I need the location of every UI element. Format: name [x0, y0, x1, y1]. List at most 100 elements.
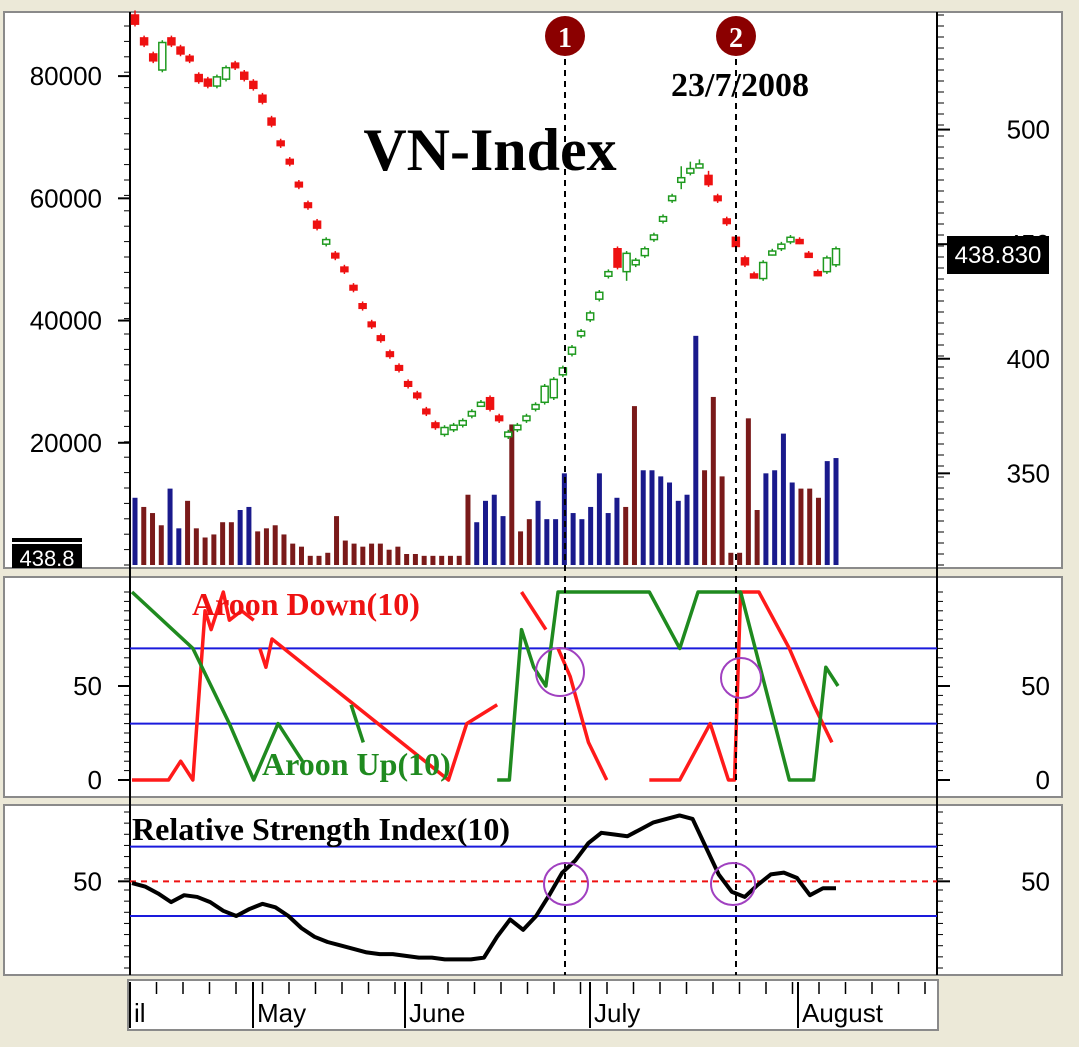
- candle-body: [695, 163, 704, 169]
- volume-bar: [307, 555, 313, 565]
- rsi-line: [131, 813, 836, 962]
- candle-body: [658, 215, 668, 223]
- volume-bar: [570, 513, 576, 565]
- volume-bar: [386, 549, 392, 565]
- rsi-chart: 50 50: [73, 811, 1050, 969]
- candle-body: [504, 431, 513, 438]
- volume-bar: [667, 482, 673, 565]
- volume-bar: [526, 519, 532, 565]
- candle-body: [768, 250, 777, 256]
- volume-bar: [141, 506, 147, 565]
- volume-bar: [255, 531, 261, 565]
- volume-bar: [605, 513, 611, 565]
- volume-bar: [745, 418, 751, 565]
- volume-bar: [167, 488, 173, 565]
- candle-body: [485, 396, 495, 410]
- candle-body: [431, 422, 440, 429]
- volume-bar: [298, 546, 304, 565]
- candle-body: [622, 252, 631, 273]
- volume-bar: [649, 470, 655, 565]
- aroon-down-line: [649, 590, 834, 782]
- candle-body: [331, 252, 340, 259]
- rsi-left-tick-label: 50: [73, 866, 102, 896]
- volume-bar: [772, 470, 778, 565]
- aroon-up-line: [497, 590, 840, 782]
- aroon-down-label: Aroon Down(10): [192, 586, 420, 622]
- volume-bar: [193, 528, 199, 565]
- candle-body: [367, 321, 376, 328]
- aroon-down-line: [258, 637, 499, 782]
- candle-body: [276, 140, 285, 147]
- left-tick-label: 80000: [30, 61, 102, 91]
- candle-body: [704, 174, 713, 186]
- right-tick-label: 350: [1007, 458, 1050, 488]
- volume-bar: [430, 555, 436, 565]
- volume-bar: [211, 534, 217, 565]
- right-tick-label: 400: [1007, 344, 1050, 374]
- volume-bar: [158, 525, 164, 565]
- volume-bar: [596, 473, 602, 565]
- aroon-chart: 50 0 50 0: [73, 590, 1050, 795]
- candle-body: [649, 234, 659, 241]
- volume-bar: [150, 513, 156, 565]
- candle-body: [385, 351, 395, 358]
- event-marker-label: 1: [558, 23, 572, 54]
- price-panel: [3, 11, 1063, 569]
- volume-bar: [334, 516, 340, 565]
- volume-bar: [693, 335, 699, 565]
- aroon-left-tick-label: 0: [88, 765, 102, 795]
- aroon-down-line: [132, 590, 255, 782]
- volume-bar: [780, 433, 786, 565]
- volume-bar: [518, 531, 524, 565]
- volume-bar: [290, 543, 296, 565]
- volume-bar: [483, 500, 488, 565]
- volume-bar: [351, 543, 357, 565]
- candle-body: [130, 14, 140, 25]
- candle-body: [667, 195, 677, 202]
- volume-bar: [737, 552, 743, 565]
- candle-body: [804, 252, 813, 259]
- volume-bar: [447, 555, 453, 565]
- candle-body: [203, 78, 213, 87]
- candle-body: [585, 312, 595, 321]
- candle-body: [285, 158, 295, 165]
- volume-bar: [614, 497, 620, 565]
- volume-bar: [719, 476, 725, 565]
- candle-body: [822, 257, 832, 273]
- candle-body: [321, 238, 331, 245]
- event-marker: [545, 16, 585, 56]
- volume-bar: [623, 506, 629, 565]
- candle-body: [422, 408, 431, 415]
- candle-body: [467, 410, 477, 417]
- volume-bar: [640, 470, 646, 565]
- candle-body: [167, 37, 176, 46]
- candle-body: [176, 46, 185, 55]
- aroon-up-line: [130, 590, 304, 782]
- candle-body: [340, 266, 349, 273]
- volume-bar: [263, 528, 269, 565]
- volume-bar: [789, 482, 795, 565]
- month-label: May: [257, 998, 306, 1028]
- candle-body: [449, 424, 458, 431]
- volume-bar: [710, 396, 716, 565]
- volume-bar: [561, 473, 567, 565]
- candle-body: [312, 220, 322, 229]
- candle-body: [148, 53, 158, 62]
- aroon-cross-circle: [535, 647, 585, 697]
- volume-bar: [439, 555, 445, 565]
- candle-body: [831, 248, 841, 266]
- candle-body: [349, 284, 358, 291]
- volume-bar: [798, 488, 804, 565]
- right-tick-label: 500: [1007, 115, 1050, 145]
- candle-body: [249, 80, 258, 90]
- candle-body: [795, 238, 804, 245]
- candle-body: [777, 243, 786, 250]
- volume-bar: [833, 458, 839, 565]
- event-marker-label: 2: [729, 23, 743, 54]
- volume-bar: [325, 552, 331, 565]
- volume-bar: [824, 461, 830, 565]
- volume-bar: [272, 525, 278, 565]
- volume-bar: [509, 424, 515, 565]
- volume-label: 438.8: [19, 546, 74, 571]
